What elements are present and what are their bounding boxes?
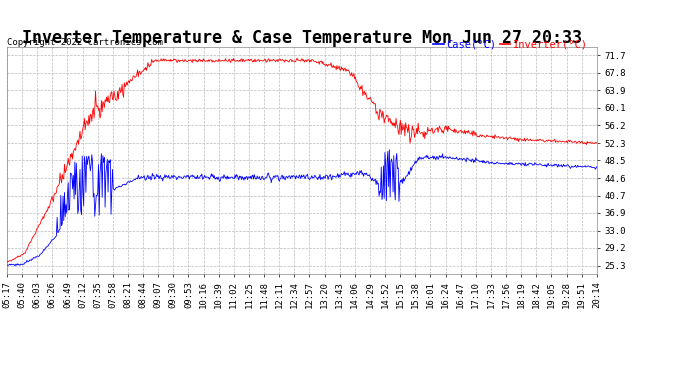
Title: Inverter Temperature & Case Temperature Mon Jun 27 20:33: Inverter Temperature & Case Temperature …: [22, 29, 582, 47]
Legend: Case(°C), Inverter(°C): Case(°C), Inverter(°C): [429, 35, 591, 53]
Text: Copyright 2022 Cartronics.com: Copyright 2022 Cartronics.com: [7, 38, 163, 47]
